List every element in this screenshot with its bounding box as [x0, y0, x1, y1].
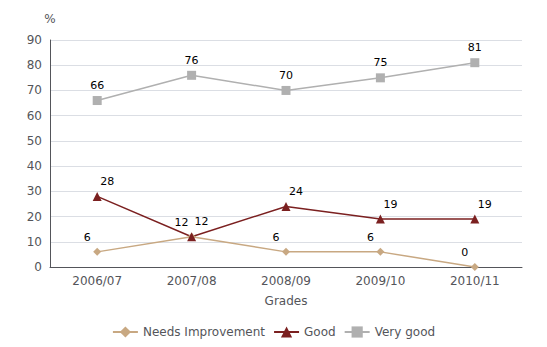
svg-text:Good: Good [304, 325, 336, 339]
svg-text:19: 19 [383, 198, 397, 211]
svg-text:6: 6 [273, 231, 280, 244]
svg-text:Needs Improvement: Needs Improvement [143, 325, 265, 339]
svg-text:60: 60 [27, 109, 42, 123]
svg-text:Grades: Grades [265, 294, 308, 308]
svg-text:6: 6 [367, 231, 374, 244]
svg-text:10: 10 [27, 235, 42, 249]
svg-text:%: % [44, 12, 55, 26]
svg-text:6: 6 [84, 231, 91, 244]
svg-text:75: 75 [373, 56, 387, 69]
svg-text:2010/11: 2010/11 [450, 274, 500, 288]
svg-text:20: 20 [27, 210, 42, 224]
svg-text:28: 28 [100, 175, 114, 188]
svg-text:12: 12 [195, 215, 209, 228]
svg-text:0: 0 [461, 246, 468, 259]
svg-text:30: 30 [27, 184, 42, 198]
svg-text:66: 66 [90, 79, 104, 92]
svg-text:80: 80 [27, 58, 42, 72]
svg-text:19: 19 [478, 198, 492, 211]
svg-text:40: 40 [27, 159, 42, 173]
svg-text:50: 50 [27, 134, 42, 148]
svg-text:90: 90 [27, 33, 42, 47]
svg-text:2008/09: 2008/09 [261, 274, 311, 288]
svg-text:24: 24 [289, 185, 303, 198]
svg-text:81: 81 [468, 41, 482, 54]
svg-text:Very good: Very good [375, 325, 435, 339]
svg-text:0: 0 [34, 260, 42, 274]
svg-text:12: 12 [175, 216, 189, 229]
svg-text:76: 76 [185, 54, 199, 67]
svg-text:2006/07: 2006/07 [72, 274, 122, 288]
svg-text:70: 70 [27, 83, 42, 97]
svg-text:70: 70 [279, 69, 293, 82]
svg-text:2009/10: 2009/10 [355, 274, 405, 288]
svg-text:2007/08: 2007/08 [167, 274, 217, 288]
